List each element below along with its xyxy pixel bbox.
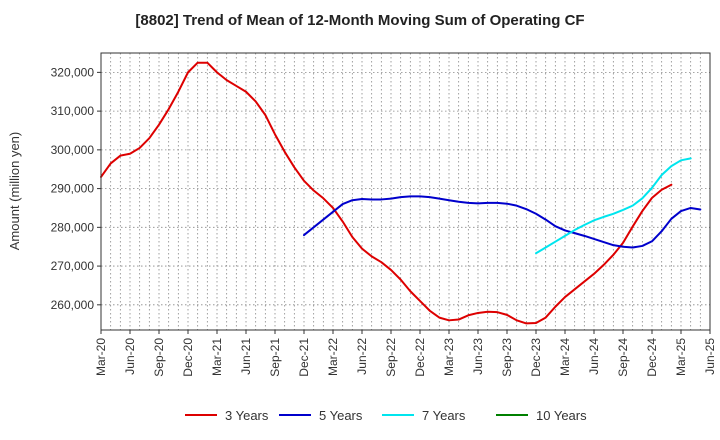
x-tick-label: Mar-23	[442, 338, 456, 376]
plot-frame	[100, 52, 711, 331]
series-line-3-years	[100, 61, 673, 325]
x-tick-label: Dec-23	[529, 338, 543, 377]
grid-lines	[101, 53, 710, 330]
legend: 3 Years 5 Years 7 Years 10 Years	[185, 408, 587, 423]
y-tick-label: 290,000	[51, 182, 95, 196]
x-tick-label: Sep-21	[268, 338, 282, 377]
x-tick-label: Dec-24	[645, 338, 659, 377]
chart-title: [8802] Trend of Mean of 12-Month Moving …	[135, 12, 585, 29]
x-tick-label: Mar-25	[674, 338, 688, 376]
series-lines	[100, 61, 702, 325]
y-tick-label: 270,000	[51, 259, 95, 273]
x-tick-label: Dec-22	[413, 338, 427, 377]
y-tick-label: 300,000	[51, 143, 95, 157]
y-axis-ticks: 260,000 270,000 280,000 290,000 300,000 310,0…	[51, 65, 101, 312]
x-tick-label: Mar-22	[326, 338, 340, 376]
plot-area	[101, 53, 710, 330]
legend-label: 7 Years	[422, 408, 466, 423]
x-tick-label: Jun-25	[703, 338, 717, 375]
x-axis-ticks: Mar-20 Jun-20 Sep-20 Dec-20 Mar-21 Jun-21 Sep-…	[94, 330, 717, 377]
x-tick-label: Mar-21	[210, 338, 224, 376]
y-tick-label: 280,000	[51, 220, 95, 234]
x-tick-label: Mar-24	[558, 338, 572, 376]
x-tick-label: Dec-20	[181, 338, 195, 377]
series-line-7-years	[535, 157, 692, 255]
x-tick-label: Jun-20	[123, 338, 137, 375]
x-tick-label: Mar-20	[94, 338, 108, 376]
x-tick-label: Sep-20	[152, 338, 166, 377]
legend-label: 3 Years	[225, 408, 269, 423]
x-tick-label: Jun-23	[471, 338, 485, 375]
series-line-5-years	[303, 195, 702, 249]
x-tick-label: Sep-23	[500, 338, 514, 377]
legend-item-7-years: 7 Years	[382, 408, 466, 423]
x-tick-label: Sep-22	[384, 338, 398, 377]
legend-item-5-years: 5 Years	[279, 408, 363, 423]
legend-item-3-years: 3 Years	[185, 408, 269, 423]
x-tick-label: Sep-24	[616, 338, 630, 377]
x-tick-label: Dec-21	[297, 338, 311, 377]
legend-item-10-years: 10 Years	[496, 408, 587, 423]
y-axis-title: Amount (million yen)	[7, 132, 22, 251]
y-tick-label: 320,000	[51, 65, 95, 79]
legend-label: 5 Years	[319, 408, 363, 423]
x-tick-label: Jun-22	[355, 338, 369, 375]
y-tick-label: 310,000	[51, 104, 95, 118]
x-tick-label: Jun-24	[587, 338, 601, 375]
x-tick-label: Jun-21	[239, 338, 253, 375]
legend-label: 10 Years	[536, 408, 587, 423]
y-tick-label: 260,000	[51, 298, 95, 312]
